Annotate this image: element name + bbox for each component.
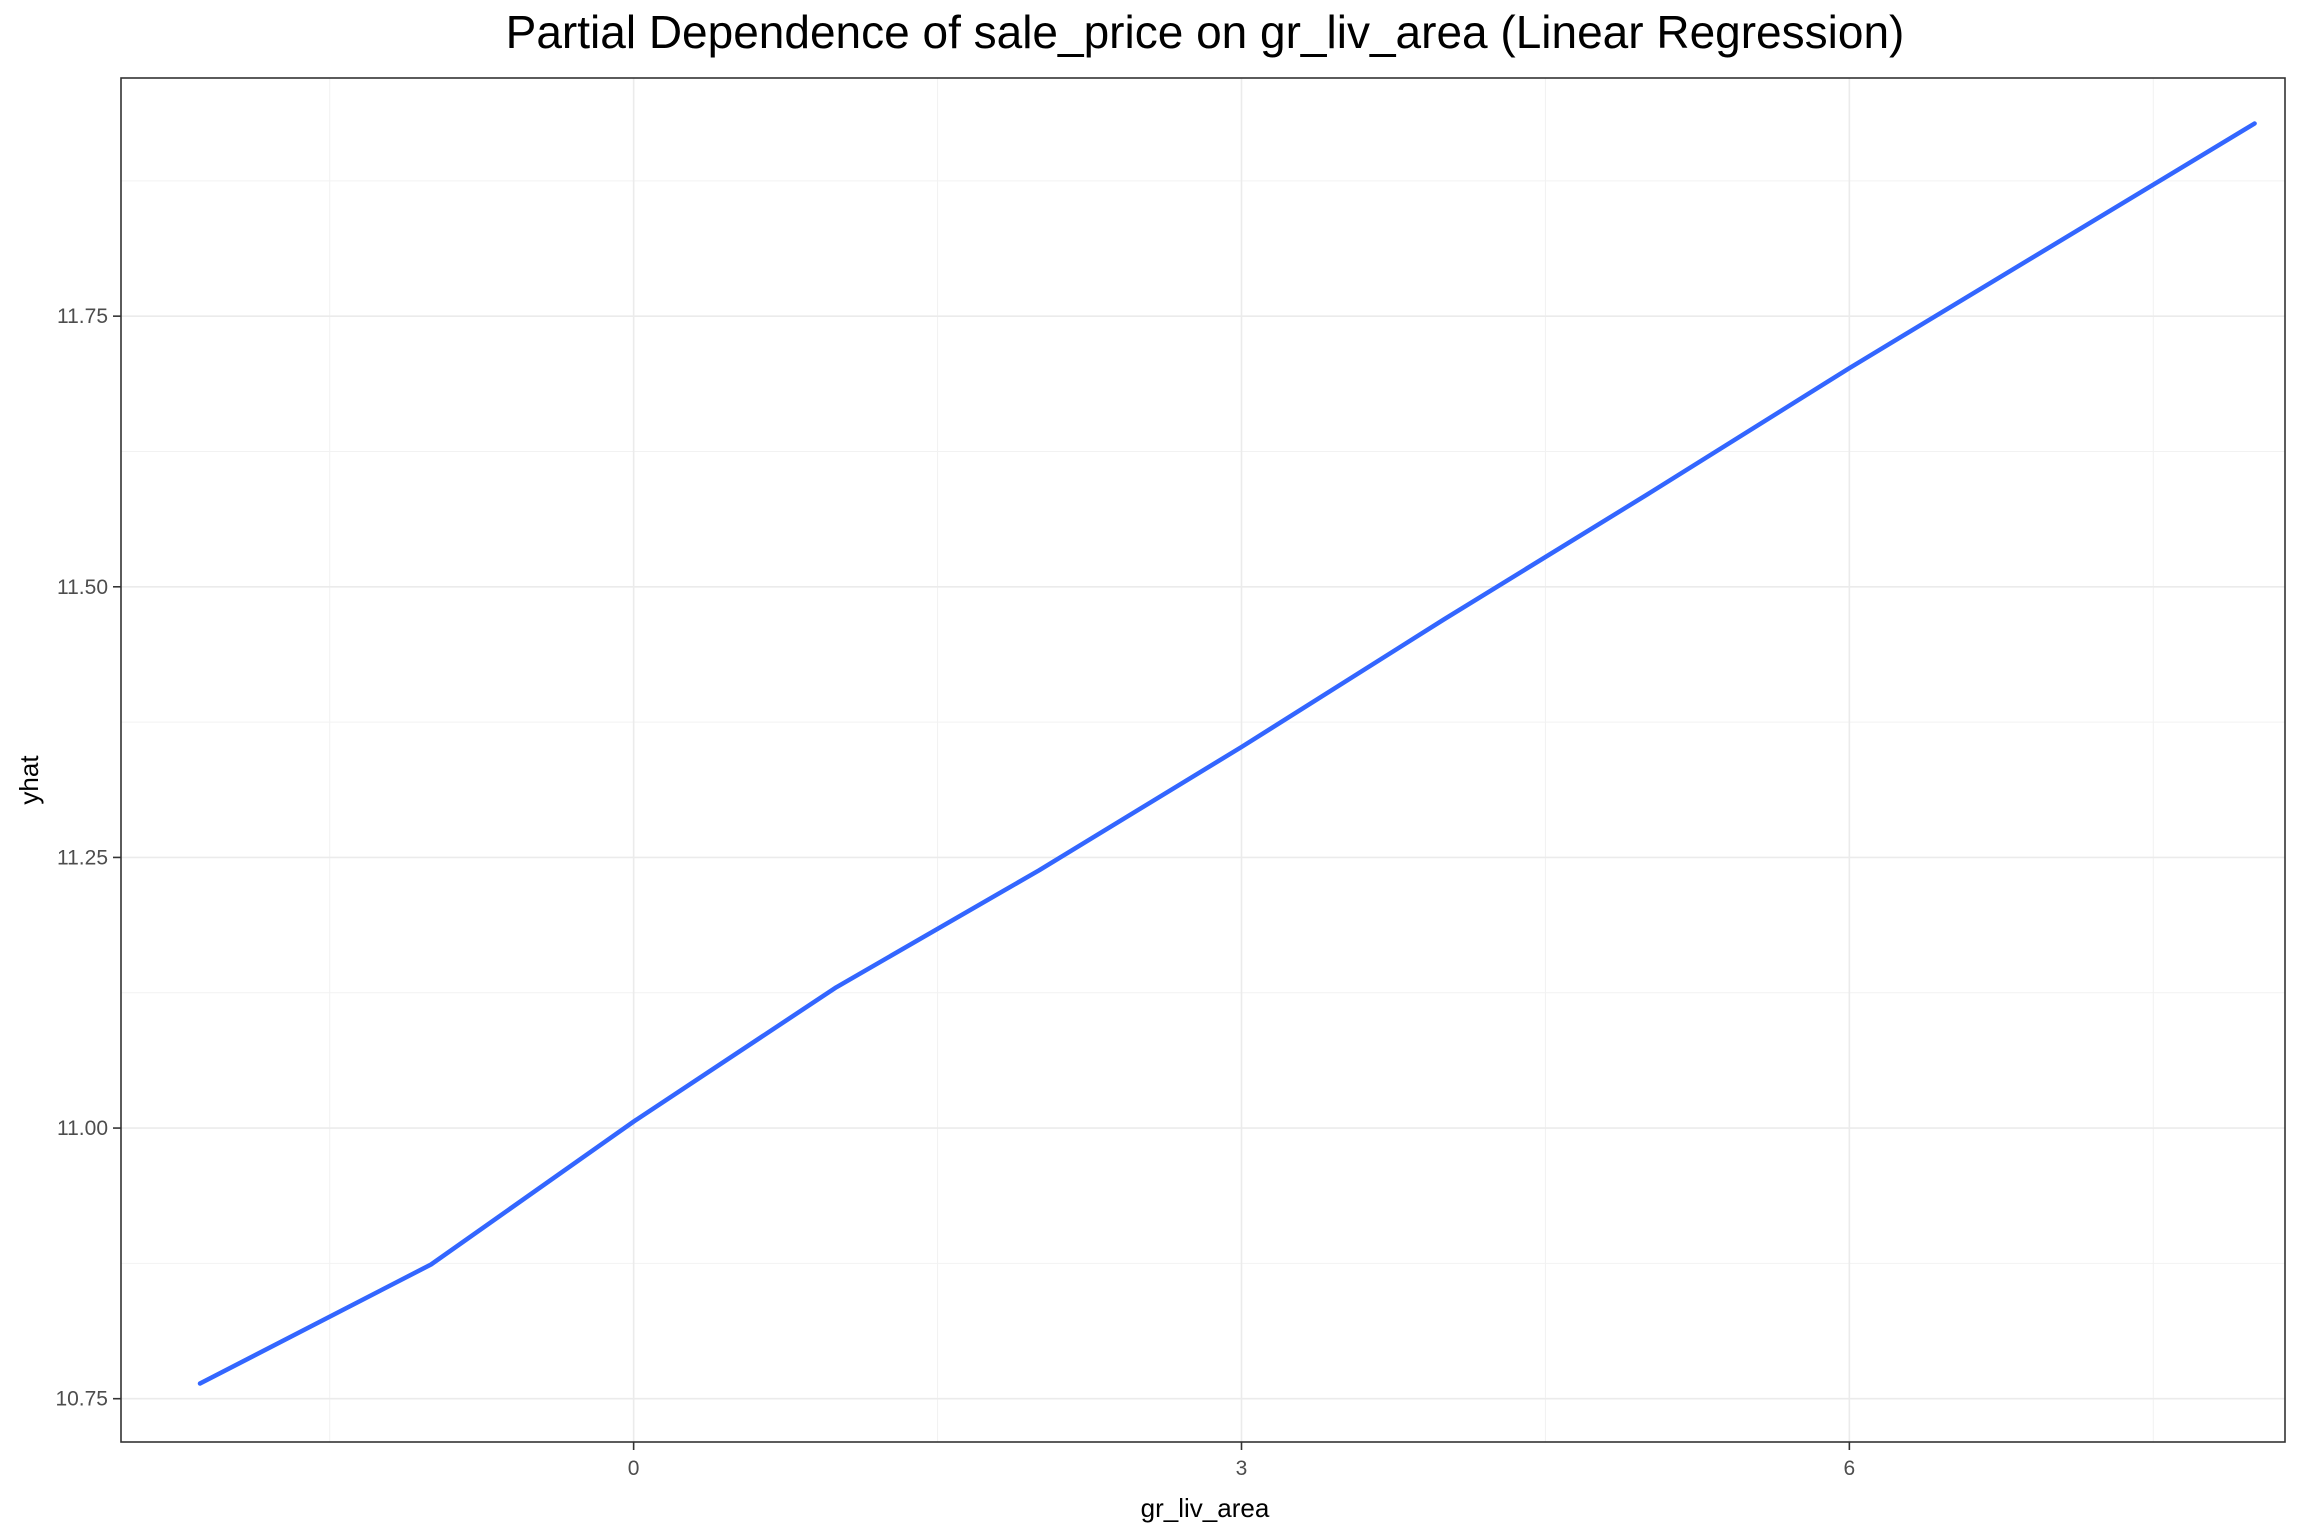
series-layer — [197, 121, 2257, 1386]
y-axis-ticks: 10.75 11.00 11.25 11.50 11.75 — [55, 305, 121, 1411]
series-line — [197, 121, 2257, 1386]
y-tick-label: 11.75 — [57, 305, 108, 328]
y-axis-title: yhat — [14, 755, 44, 805]
y-tick-label: 10.75 — [55, 1388, 108, 1411]
x-tick-label: 3 — [1236, 1457, 1248, 1480]
x-axis-title: gr_liv_area — [1141, 1493, 1270, 1523]
y-tick-label: 11.00 — [57, 1117, 108, 1140]
plot-panel-border — [120, 77, 2286, 1443]
minor-gridlines — [121, 78, 2285, 1442]
chart-title: Partial Dependence of sale_price on gr_l… — [506, 6, 1905, 58]
major-gridlines — [121, 78, 2285, 1442]
x-tick-label: 0 — [628, 1457, 640, 1480]
x-tick-label: 6 — [1844, 1457, 1856, 1480]
y-tick-label: 11.25 — [57, 846, 108, 869]
x-axis-ticks: 0 3 6 — [628, 1442, 1855, 1480]
y-tick-label: 11.50 — [57, 576, 108, 599]
